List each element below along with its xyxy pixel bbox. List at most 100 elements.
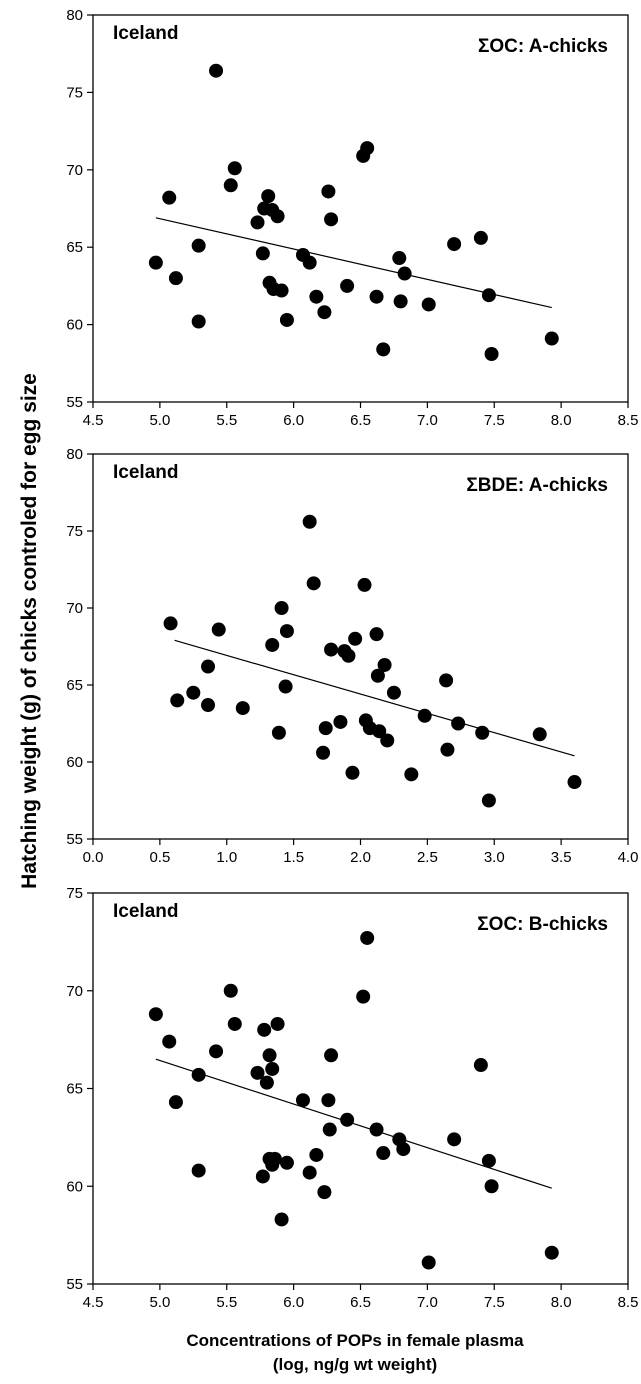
data-point	[440, 742, 455, 757]
y-tick-label: 75	[66, 523, 83, 540]
x-axis-title-line1: Concentrations of POPs in female plasma	[186, 1331, 524, 1350]
data-point	[191, 1067, 206, 1082]
data-point	[392, 251, 407, 266]
data-point	[270, 209, 285, 224]
data-point	[274, 283, 289, 298]
x-tick-label: 3.5	[551, 849, 572, 866]
regression-line	[155, 1058, 552, 1189]
data-point	[302, 514, 317, 529]
data-point	[322, 1122, 337, 1137]
data-point	[481, 288, 496, 303]
data-point	[318, 721, 333, 736]
data-point	[360, 141, 375, 156]
x-tick-label: 6.0	[283, 412, 304, 429]
x-tick-label: 8.5	[618, 1294, 639, 1311]
panel-2: 0.0 0.5 1.0 1.5 2.0 2.5 3.0 3.5 4.0 55 60 65 70 75 80 I…	[66, 446, 638, 866]
data-point	[321, 1093, 336, 1108]
data-point	[259, 1075, 274, 1090]
data-point	[306, 576, 321, 591]
data-point	[439, 673, 454, 688]
plot-frame	[92, 892, 629, 1285]
y-tick-label: 75	[66, 885, 83, 902]
data-point	[271, 725, 286, 740]
data-point	[162, 1034, 177, 1049]
data-point	[393, 294, 408, 309]
data-point	[386, 685, 401, 700]
x-tick-label: 7.5	[484, 412, 505, 429]
y-tick-label: 55	[66, 831, 83, 848]
location-label: Iceland	[113, 462, 178, 483]
y-tick-label: 80	[66, 7, 83, 24]
data-point	[261, 189, 276, 204]
data-point	[278, 679, 293, 694]
data-point	[544, 331, 559, 346]
data-point	[475, 725, 490, 740]
x-tick-label: 5.5	[216, 1294, 237, 1311]
series-annotation: ΣBDE: A-chicks	[466, 475, 608, 496]
data-point	[295, 1093, 310, 1108]
data-point	[223, 983, 238, 998]
x-tick-label: 4.0	[618, 849, 639, 866]
data-point	[340, 278, 355, 293]
data-point	[250, 1065, 265, 1080]
data-point	[279, 624, 294, 639]
data-point	[201, 698, 216, 713]
x-tick-label: 8.0	[551, 1294, 572, 1311]
data-point	[255, 246, 270, 261]
data-point	[265, 637, 280, 652]
y-tick-label: 70	[66, 162, 83, 179]
data-point	[333, 714, 348, 729]
data-point	[316, 745, 331, 760]
data-point	[163, 616, 178, 631]
data-point	[267, 1151, 282, 1166]
x-tick-label: 3.0	[484, 849, 505, 866]
data-point	[168, 271, 183, 286]
data-point	[481, 1153, 496, 1168]
x-tick-label: 1.5	[283, 849, 304, 866]
x-tick-label: 2.0	[350, 849, 371, 866]
data-point	[481, 793, 496, 808]
data-point	[324, 1048, 339, 1063]
panel-1: 4.5 5.0 5.5 6.0 6.5 7.0 7.5 8.0 8.5 55 60 65 70 75 80 I…	[66, 7, 638, 429]
x-axis-title-line2: (log, ng/g wt weight)	[273, 1355, 437, 1374]
panel-3: 4.5 5.0 5.5 6.0 6.5 7.0 7.5 8.0 8.5 55 60 65 70 75 Ice…	[66, 885, 638, 1311]
x-tick-label: 7.0	[417, 1294, 438, 1311]
series-annotation: ΣOC: B-chicks	[477, 914, 608, 935]
data-point	[309, 289, 324, 304]
data-point	[421, 1255, 436, 1270]
data-point	[191, 1163, 206, 1178]
x-tick-label: 0.0	[83, 849, 104, 866]
data-point	[255, 1169, 270, 1184]
y-tick-label: 75	[66, 84, 83, 101]
data-point	[372, 724, 387, 739]
data-point	[209, 63, 224, 78]
data-point	[279, 1155, 294, 1170]
data-point	[191, 314, 206, 329]
data-point	[148, 1007, 163, 1022]
data-point	[274, 1212, 289, 1227]
x-tick-label: 8.5	[618, 412, 639, 429]
location-label: Iceland	[113, 901, 178, 922]
data-point	[376, 1146, 391, 1161]
x-tick-label: 4.5	[83, 412, 104, 429]
data-point	[265, 1061, 280, 1076]
data-point	[262, 1048, 277, 1063]
data-point	[341, 648, 356, 663]
data-point	[451, 716, 466, 731]
x-tick-label: 6.5	[350, 412, 371, 429]
data-point	[162, 190, 177, 205]
plot-frame	[92, 453, 629, 840]
data-point	[148, 255, 163, 270]
y-axis-title: Hatching weight (g) of chicks controled …	[18, 373, 41, 889]
data-point	[421, 297, 436, 312]
data-point	[396, 1142, 411, 1157]
data-point	[357, 577, 372, 592]
data-point	[211, 622, 226, 637]
data-point	[544, 1245, 559, 1260]
y-tick-label: 65	[66, 1081, 83, 1098]
data-point	[370, 668, 385, 683]
x-tick-label: 0.5	[149, 849, 170, 866]
x-tick-label: 6.5	[350, 1294, 371, 1311]
data-point	[168, 1095, 183, 1110]
data-point	[447, 1132, 462, 1147]
